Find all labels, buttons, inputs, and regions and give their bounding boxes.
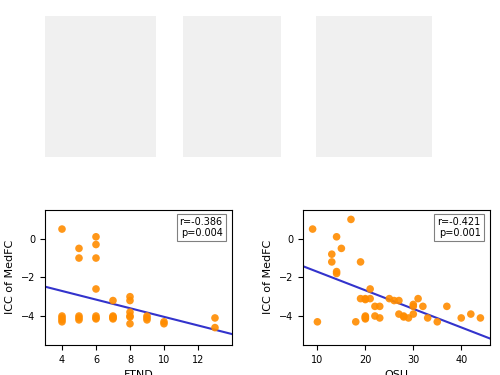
Point	[400, 314, 407, 320]
Y-axis label: ICC of MedFC: ICC of MedFC	[264, 240, 274, 315]
Point	[362, 314, 370, 320]
Point	[328, 259, 336, 265]
Point	[92, 286, 100, 292]
Point	[143, 315, 151, 321]
Point	[414, 296, 422, 302]
Point	[395, 297, 403, 303]
Point	[366, 286, 374, 292]
Point	[58, 319, 66, 325]
Point	[362, 296, 370, 302]
Point	[352, 319, 360, 325]
Point	[109, 314, 117, 320]
Point	[126, 297, 134, 303]
Point	[332, 270, 340, 276]
Point	[58, 313, 66, 319]
Point	[143, 317, 151, 323]
Y-axis label: ICC of MedFC: ICC of MedFC	[6, 240, 16, 315]
Point	[347, 216, 355, 222]
Point	[443, 303, 451, 309]
Point	[58, 317, 66, 323]
Point	[371, 313, 379, 319]
Point	[92, 315, 100, 321]
Point	[109, 316, 117, 322]
Point	[356, 296, 364, 302]
X-axis label: FTND: FTND	[124, 370, 154, 375]
Point	[410, 311, 418, 317]
Point	[404, 315, 412, 321]
Point	[126, 313, 134, 319]
Point	[160, 321, 168, 327]
Point	[143, 313, 151, 319]
Point	[467, 311, 475, 317]
Bar	[316, 16, 432, 157]
Point	[211, 315, 219, 321]
Point	[314, 319, 322, 325]
Point	[160, 319, 168, 325]
Bar	[40, 16, 156, 157]
Point	[410, 303, 418, 309]
Point	[75, 313, 83, 319]
Point	[332, 268, 340, 274]
Point	[75, 245, 83, 251]
Point	[92, 242, 100, 248]
Point	[366, 296, 374, 302]
Point	[75, 317, 83, 323]
Point	[92, 316, 100, 322]
Point	[109, 313, 117, 319]
Point	[332, 234, 340, 240]
Point	[126, 294, 134, 300]
Point	[92, 255, 100, 261]
Point	[328, 251, 336, 257]
Point	[371, 303, 379, 309]
Point	[109, 315, 117, 321]
Point	[362, 297, 370, 303]
Point	[92, 234, 100, 240]
Point	[126, 314, 134, 320]
Point	[75, 315, 83, 321]
Point	[476, 315, 484, 321]
Bar	[183, 16, 281, 157]
Text: r=-0.421
p=0.001: r=-0.421 p=0.001	[438, 216, 480, 238]
Point	[75, 255, 83, 261]
Point	[126, 321, 134, 327]
Point	[400, 313, 407, 319]
Point	[58, 226, 66, 232]
Point	[126, 309, 134, 315]
Point	[395, 311, 403, 317]
Point	[211, 325, 219, 331]
Text: r=-0.386
p=0.004: r=-0.386 p=0.004	[180, 216, 222, 238]
Point	[362, 313, 370, 319]
Point	[308, 226, 316, 232]
Point	[58, 315, 66, 321]
Point	[376, 315, 384, 321]
Point	[92, 313, 100, 319]
Point	[419, 303, 427, 309]
Point	[109, 297, 117, 303]
Point	[386, 296, 394, 302]
Point	[434, 319, 442, 325]
Point	[410, 302, 418, 307]
X-axis label: QSU: QSU	[384, 370, 408, 375]
Point	[424, 315, 432, 321]
Point	[376, 303, 384, 309]
Point	[362, 315, 370, 321]
Point	[356, 259, 364, 265]
Point	[362, 316, 370, 322]
Point	[390, 297, 398, 303]
Point	[457, 315, 465, 321]
Point	[338, 245, 345, 251]
